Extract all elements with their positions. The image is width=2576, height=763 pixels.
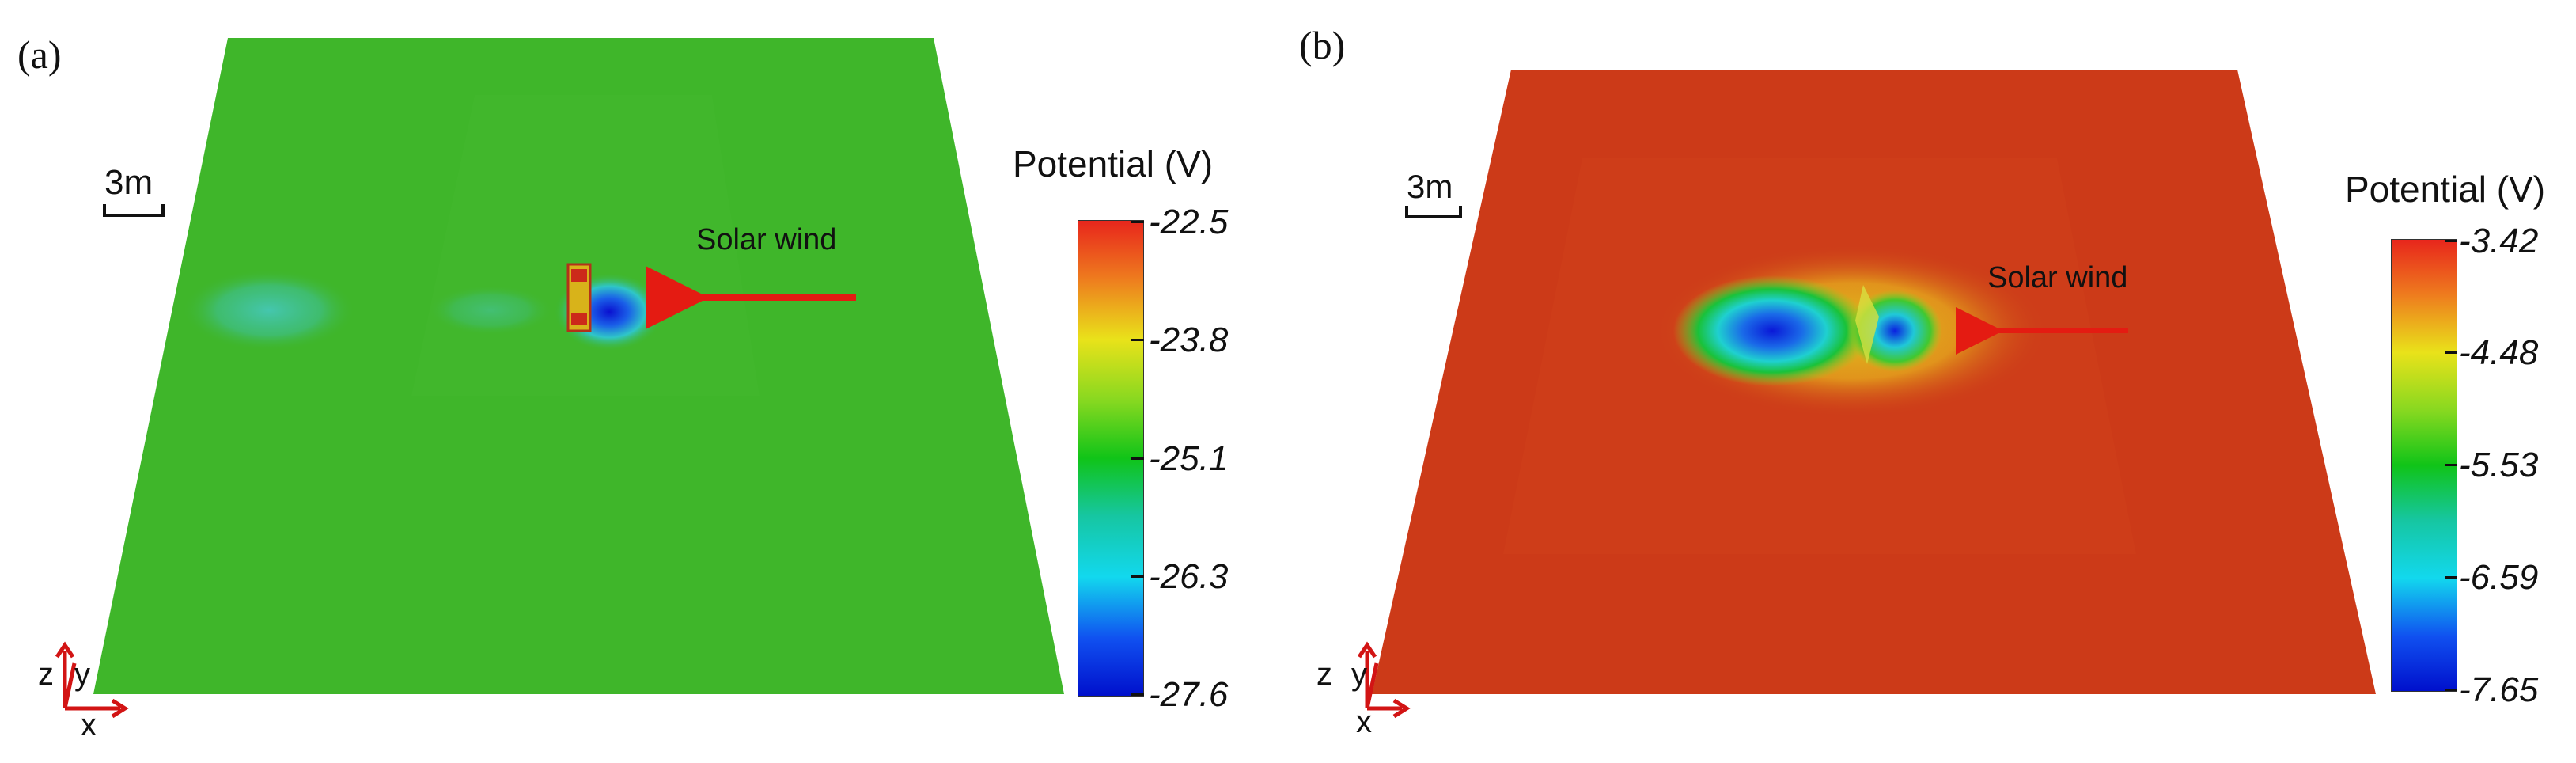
colorbar-title-a: Potential (V) [1013, 143, 1214, 184]
colorbar-tick-label-a: -22.5 [1149, 203, 1229, 241]
surface-plot-b [1372, 70, 2376, 694]
surface-plot-a [93, 38, 1064, 694]
colorbar-tick-a [1131, 693, 1144, 696]
colorbar-tick-label-b: -5.53 [2459, 446, 2539, 484]
colorbar-tick-a [1131, 457, 1144, 460]
colorbar-tick-label-a: -27.6 [1149, 675, 1229, 714]
colorbar-tick-b [2445, 689, 2457, 691]
colorbar-tick-label-b: -4.48 [2459, 333, 2539, 372]
colorbar-title-b: Potential (V) [2345, 169, 2546, 210]
solar-wind-label-a: Solar wind [696, 223, 837, 256]
colorbar-tick-label-a: -25.1 [1149, 439, 1229, 478]
scale-label-a: 3m [104, 163, 153, 202]
colorbar-tick-a [1131, 339, 1144, 341]
axis-label-y-a: y [74, 657, 90, 692]
scale-bar-b [1405, 206, 1462, 218]
axis-triad-a [55, 641, 129, 719]
colorbar-tick-label-b: -3.42 [2459, 222, 2539, 260]
colorbar-tick-b [2445, 464, 2457, 466]
colorbar-tick-a [1131, 575, 1144, 578]
panel-label-a: (a) [17, 32, 62, 77]
axis-label-z-a: z [38, 657, 54, 692]
axis-label-x-a: x [81, 708, 97, 742]
axis-label-x-b: x [1356, 704, 1372, 739]
solar-wind-label-b: Solar wind [1987, 261, 2128, 294]
axis-triad-b [1357, 641, 1411, 719]
colorbar-tick-label-b: -6.59 [2459, 558, 2539, 597]
axis-label-y-b: y [1351, 657, 1367, 692]
axis-label-z-b: z [1316, 657, 1332, 692]
colorbar-tick-b [2445, 351, 2457, 354]
colorbar-tick-b [2445, 240, 2457, 242]
colorbar-tick-a [1131, 221, 1144, 223]
colorbar-tick-label-a: -26.3 [1149, 557, 1229, 596]
colorbar-tick-label-b: -7.65 [2459, 670, 2539, 709]
scale-bar-a [103, 204, 165, 217]
panel-label-b: (b) [1299, 23, 1346, 67]
scale-label-b: 3m [1407, 168, 1453, 205]
colorbar-tick-label-a: -23.8 [1149, 321, 1229, 359]
colorbar-tick-b [2445, 576, 2457, 579]
